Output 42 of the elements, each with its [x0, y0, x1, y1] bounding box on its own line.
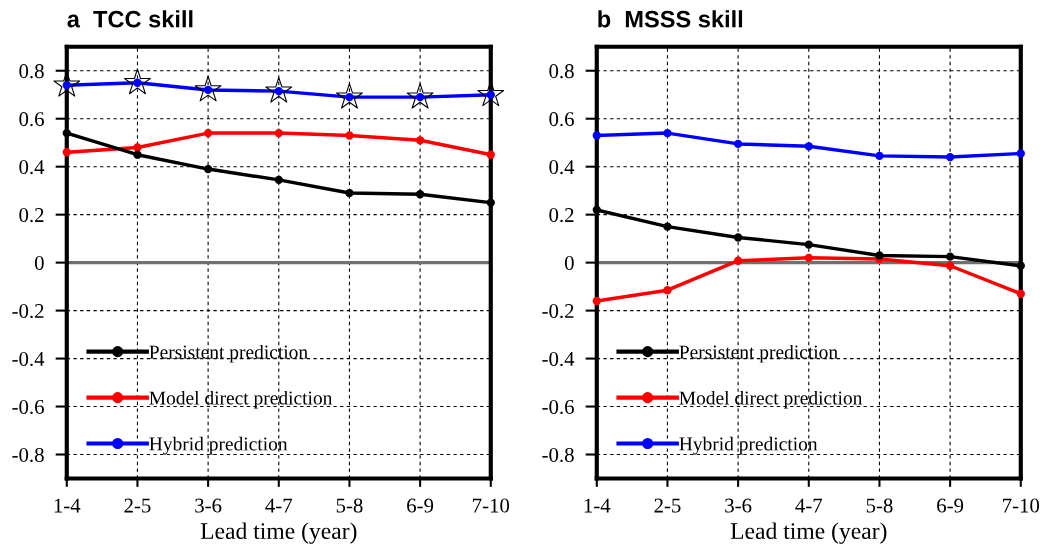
- x-tick-label: 6-9: [937, 498, 964, 513]
- x-tick-label: 1-4: [584, 498, 611, 513]
- x-tick-label: 6-9: [407, 498, 434, 513]
- legend-label: Hybrid prediction: [679, 436, 818, 455]
- x-tick-label: 2-5: [124, 498, 151, 513]
- x-tick-label: 5-8: [866, 498, 893, 513]
- x-tick-label: 4-7: [795, 498, 823, 513]
- y-tick-label: -0.2: [542, 303, 574, 319]
- legend-label: Model direct prediction: [679, 390, 863, 409]
- x-axis-title: Lead time (year): [200, 522, 357, 544]
- legend-label: Hybrid prediction: [149, 436, 288, 455]
- y-tick-label: -0.4: [542, 351, 575, 367]
- x-tick-label: 5-8: [336, 498, 363, 513]
- x-tick-label: 7-10: [1003, 498, 1040, 513]
- y-tick-label: -0.2: [12, 303, 44, 319]
- y-tick-label: 0.4: [549, 160, 575, 175]
- legend-label: Persistent prediction: [149, 344, 308, 363]
- y-tick-label: 0.6: [549, 112, 574, 127]
- y-tick-label: -0.8: [12, 447, 44, 463]
- chart-title: b MSSS skill: [598, 10, 743, 28]
- y-tick-label: 0: [564, 256, 574, 271]
- x-tick-label: 3-6: [725, 498, 752, 513]
- x-tick-label: 3-6: [195, 498, 222, 513]
- y-tick-label: -0.4: [12, 351, 45, 367]
- y-tick-label: 0.2: [549, 208, 574, 223]
- legend-label: Persistent prediction: [679, 344, 838, 363]
- chart-title: a TCC skill: [67, 10, 193, 28]
- y-tick-label: 0.2: [19, 208, 44, 223]
- y-tick-label: 0.6: [19, 112, 44, 127]
- x-axis-title: Lead time (year): [730, 522, 887, 544]
- x-tick-label: 4-7: [265, 498, 293, 513]
- y-tick-label: -0.6: [12, 399, 44, 415]
- legend-label: Model direct prediction: [149, 390, 333, 409]
- y-tick-label: 0.8: [19, 64, 44, 79]
- y-tick-label: 0.8: [549, 64, 574, 79]
- y-tick-label: 0: [34, 256, 44, 271]
- y-tick-label: -0.8: [542, 447, 574, 463]
- x-tick-label: 7-10: [473, 498, 510, 513]
- y-tick-label: 0.4: [19, 160, 45, 175]
- x-tick-label: 1-4: [54, 498, 81, 513]
- y-tick-label: -0.6: [542, 399, 574, 415]
- x-tick-label: 2-5: [654, 498, 681, 513]
